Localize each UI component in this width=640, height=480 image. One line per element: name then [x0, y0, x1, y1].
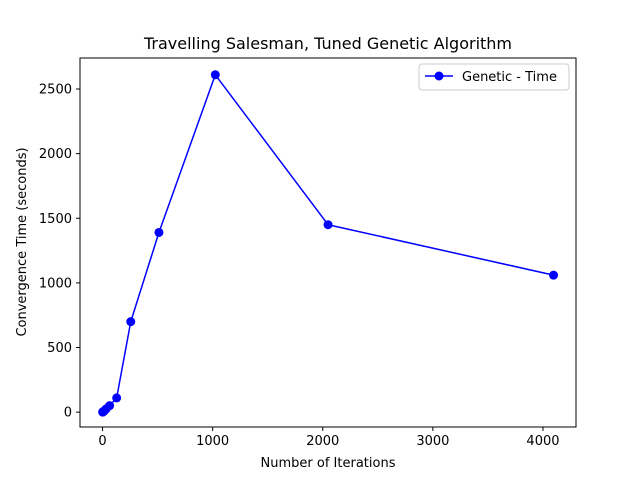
x-axis-label: Number of Iterations	[261, 456, 396, 471]
data-point	[105, 401, 115, 411]
y-tick-label: 2000	[39, 147, 72, 162]
data-point	[112, 393, 122, 403]
x-tick-label: 1000	[196, 434, 229, 449]
y-tick-label: 0	[64, 406, 72, 421]
y-tick-label: 1500	[39, 212, 72, 227]
y-axis: 0 500 1000 1500 2000 2500	[39, 83, 80, 421]
legend-label: Genetic - Time	[462, 70, 557, 85]
y-tick-label: 2500	[39, 83, 72, 98]
legend: Genetic - Time	[418, 63, 570, 91]
x-tick-label: 2000	[306, 434, 339, 449]
x-axis: 0 1000 2000 3000 4000	[98, 427, 560, 449]
chart-title: Travelling Salesman, Tuned Genetic Algor…	[143, 34, 512, 53]
data-point	[323, 220, 333, 230]
x-tick-label: 3000	[416, 434, 449, 449]
data-point	[549, 270, 559, 280]
data-point	[210, 70, 220, 80]
y-tick-label: 1000	[39, 276, 72, 291]
x-tick-label: 4000	[526, 434, 559, 449]
x-tick-label: 0	[98, 434, 106, 449]
legend-marker	[434, 71, 444, 81]
data-point	[126, 317, 136, 327]
data-point	[154, 227, 164, 237]
plot-frame	[79, 57, 577, 428]
plot-area	[98, 70, 559, 417]
y-axis-label: Convergence Time (seconds)	[15, 147, 30, 336]
y-tick-label: 500	[47, 341, 72, 356]
legend-box	[418, 63, 570, 91]
